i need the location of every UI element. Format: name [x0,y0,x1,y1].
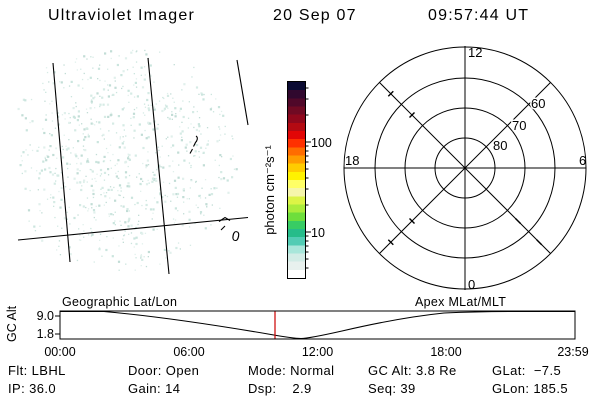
map-gridline-3 [236,59,249,126]
ytick-1.8: 1.8 [37,327,54,341]
polar-plot: 12 18 6 0 60 70 80 [343,45,587,292]
status-flt: Flt: LBHL [8,363,66,378]
timeline-frame [59,310,576,340]
status-mode: Mode: Normal [248,363,335,378]
map-gridline-1 [52,62,71,263]
colorbar-minor-ticks [305,87,309,269]
speckle-field [17,49,238,271]
status-gain: Gain: 14 [128,381,181,396]
timeline-ylabel: GC Alt [5,305,19,342]
map-tick-mark [220,225,226,231]
map-gridline-2 [147,57,170,275]
header-time: 09:57:44 UT [428,7,530,24]
altitude-timeline: Geographic Lat/Lon Apex MLat/MLT 9.0 1.8… [5,295,589,359]
mlt-diagonal-nw-se [379,82,551,254]
xtick-1800: 18:00 [430,345,461,359]
map-equator-line [17,216,249,241]
mlat-label-80: 80 [493,138,507,153]
mlt-label-18: 18 [345,153,359,168]
status-dsp: Dsp: 2.9 [248,381,312,396]
colorbar-unit-label: photon cm⁻²s⁻¹ [262,145,277,235]
map-line-kink [218,216,231,222]
mlt-label-6: 6 [579,153,586,168]
xtick-0600: 06:00 [173,345,204,359]
mlat-diagonal-ticks [387,90,543,246]
colorbar-tick-label-100: 100 [311,136,332,150]
mlat-label-60: 60 [531,96,545,111]
xtick-1200: 12:00 [302,345,333,359]
orbit-altitude-curve [60,311,575,340]
xtick-2359: 23:59 [557,345,588,359]
mlat-label-70: 70 [512,118,526,133]
ytick-9.0: 9.0 [37,309,54,323]
status-door: Door: Open [128,363,200,378]
map-longitude-label: 0 [230,227,241,244]
map-coast-fragment [189,135,198,154]
status-glat: GLat: −7.5 [492,363,562,378]
xtick-0000: 00:00 [44,345,75,359]
apex-caption: Apex MLat/MLT [415,295,506,309]
colorbar-axis [305,82,311,278]
header-date: 20 Sep 07 [273,7,357,24]
status-glon: GLon: 185.5 [492,381,568,396]
uv-image-panel: 0 [17,49,249,275]
status-gc-alt: GC Alt: 3.8 Re [368,363,457,378]
timeline-yticks [55,315,60,335]
colorbar-tick-label-10: 10 [311,226,325,240]
mlt-label-12: 12 [468,45,482,60]
colorbar-gradient [288,82,305,278]
page-title: Ultraviolet Imager [48,7,195,24]
status-ip: IP: 36.0 [8,381,57,396]
geographic-caption: Geographic Lat/Lon [62,295,177,309]
status-seq: Seq: 39 [368,381,416,396]
mlt-label-0: 0 [468,277,475,292]
